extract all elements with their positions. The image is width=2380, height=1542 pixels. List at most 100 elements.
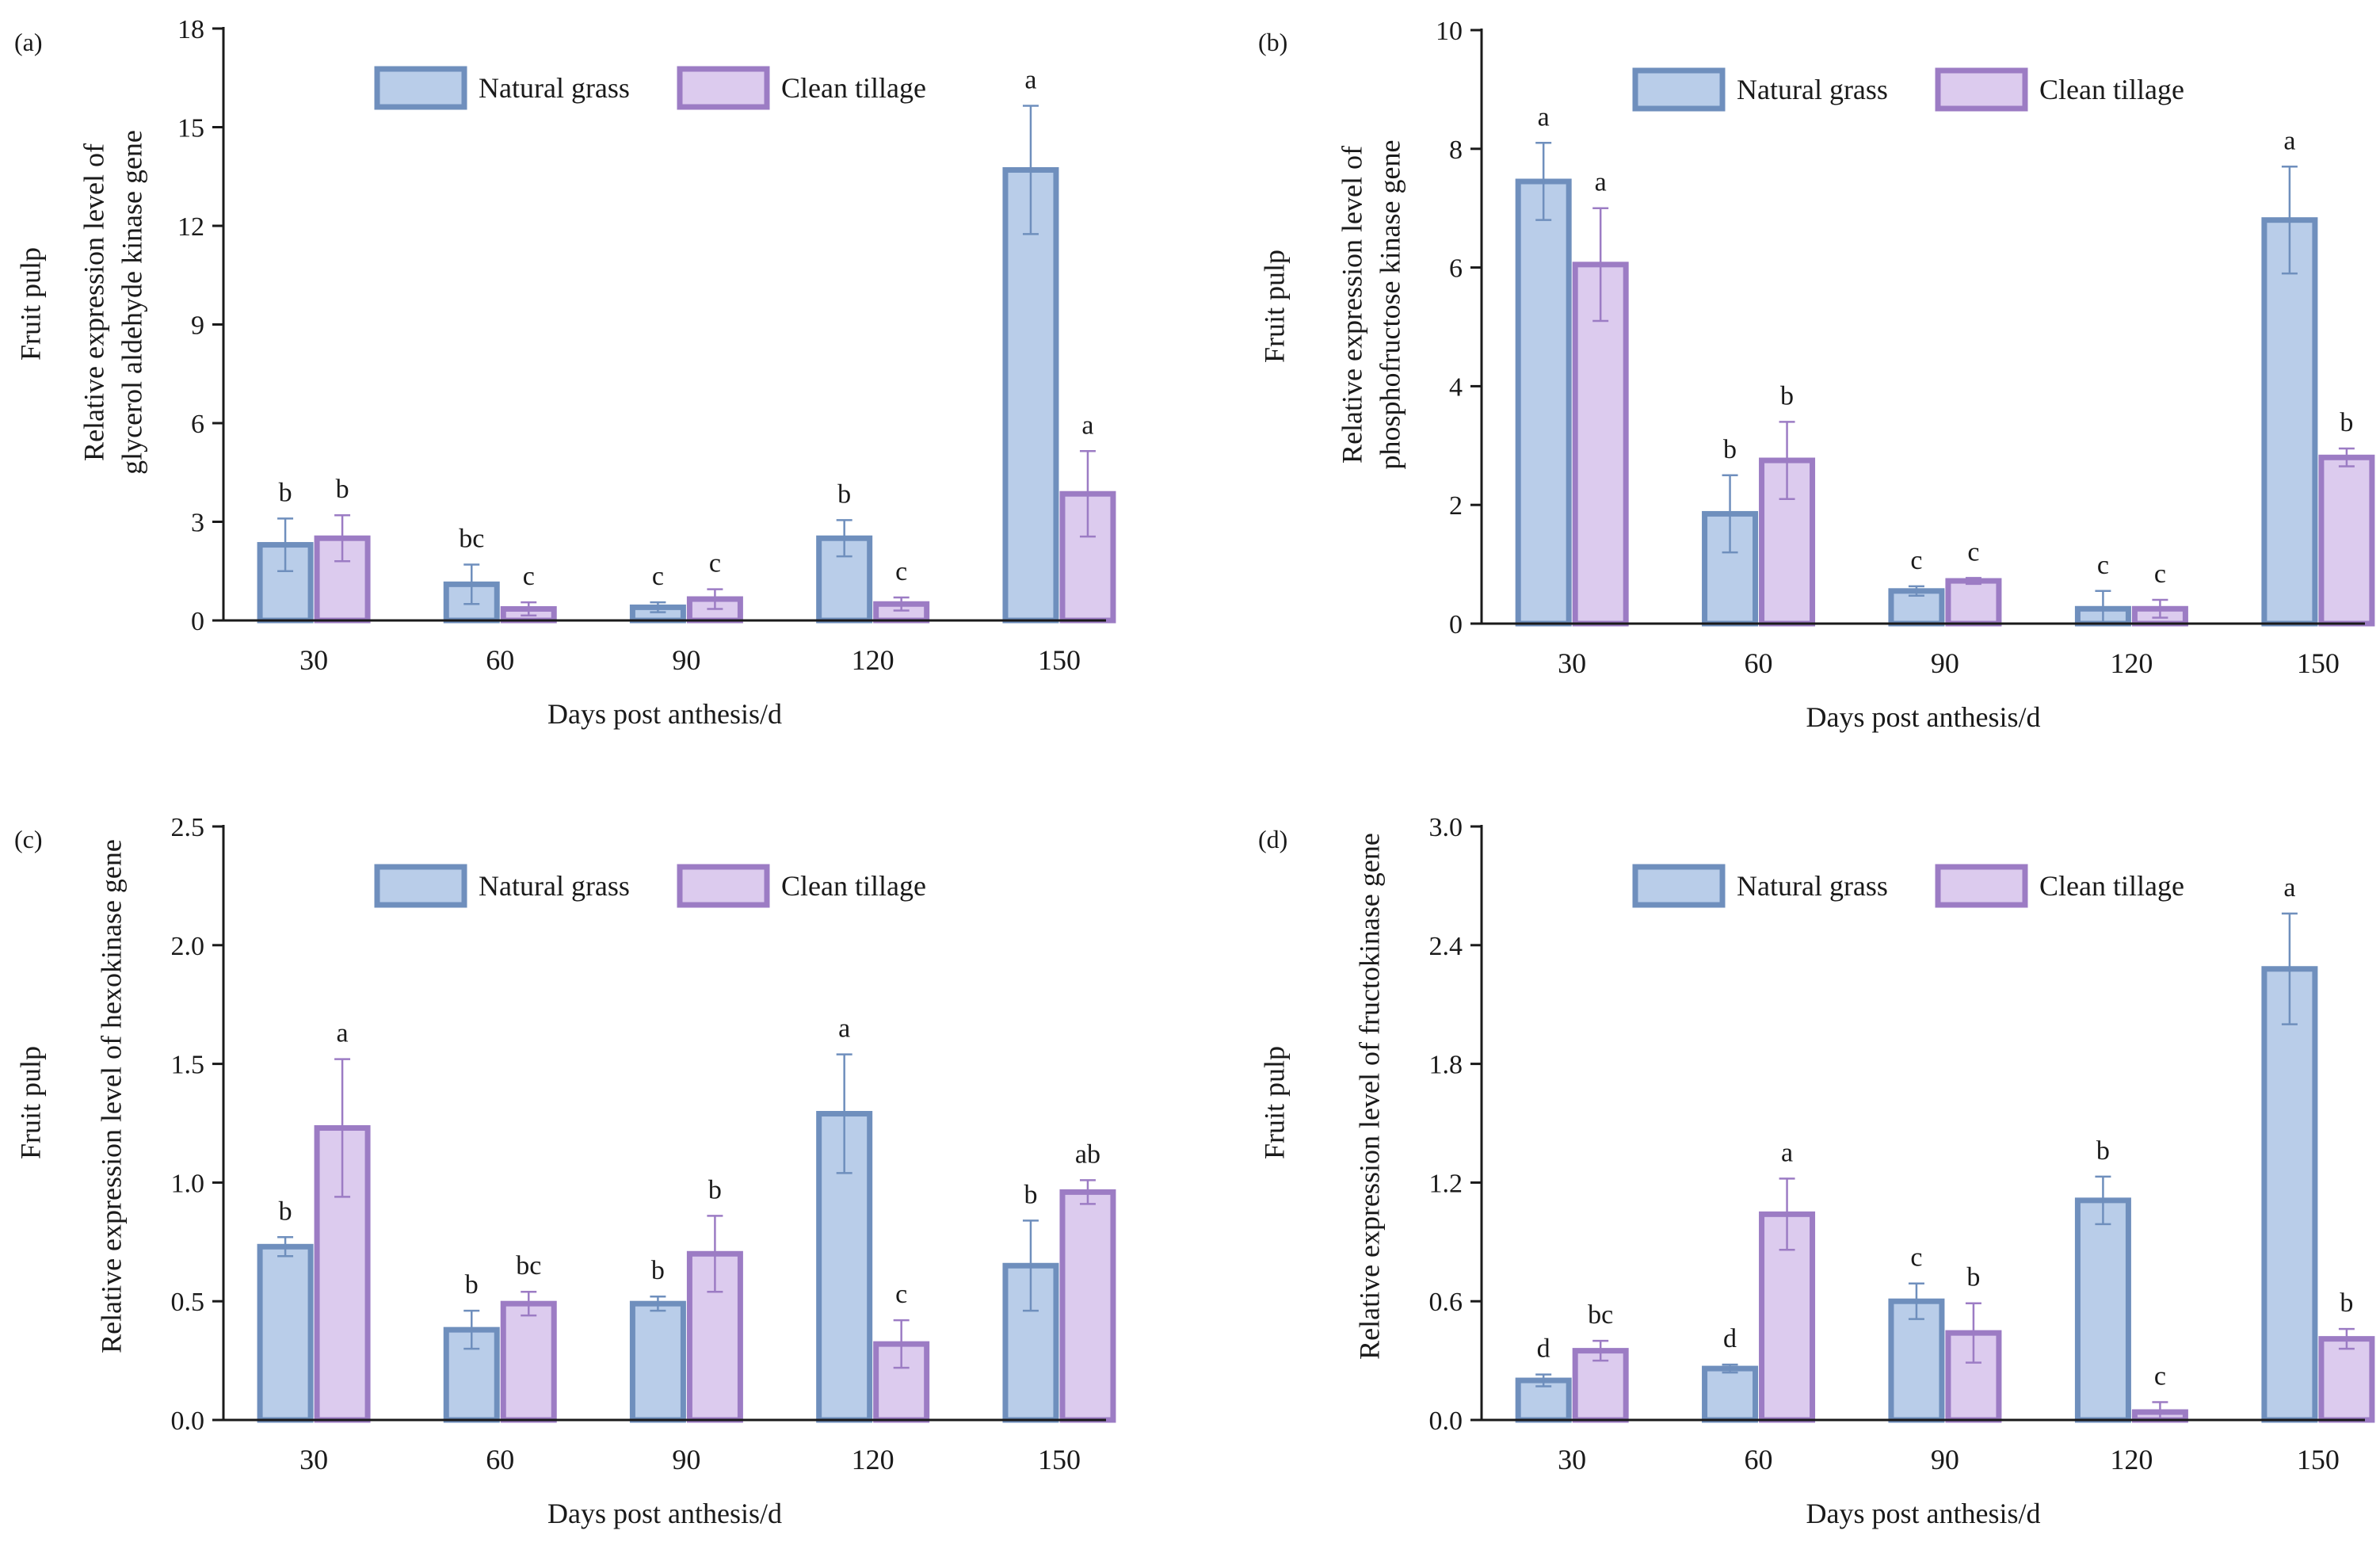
significance-letter: b xyxy=(2340,1288,2353,1318)
x-tick-label: 150 xyxy=(1038,1444,1081,1475)
x-axis-title: Days post anthesis/d xyxy=(547,1498,782,1529)
legend: Natural grass Clean tillage xyxy=(374,864,926,908)
bar-natural-grass xyxy=(2261,217,2318,627)
y-tick-label: 8 xyxy=(1449,135,1463,165)
y-tick-label: 2.0 xyxy=(171,932,205,961)
y-axis-title: Relative expression level of fructokinas… xyxy=(1353,833,1385,1360)
bar-clean-tillage xyxy=(1945,578,2002,627)
bar-natural-grass xyxy=(257,1243,314,1423)
significance-letter: c xyxy=(1910,546,1922,575)
x-tick-label: 90 xyxy=(1931,1444,1959,1475)
significance-letter: bc xyxy=(1588,1300,1613,1330)
y-tick-label: 3 xyxy=(191,509,204,538)
y-tick-label: 0.0 xyxy=(1429,1407,1463,1436)
chart-panel-4: (d) Fruit pulp Relative expression level o… xyxy=(1258,813,2375,1529)
x-tick-label: 90 xyxy=(672,1444,700,1475)
panel-label: (d) xyxy=(1258,825,1287,853)
x-tick-label: 150 xyxy=(2297,647,2340,679)
significance-letter: c xyxy=(2154,559,2166,589)
significance-letter: b xyxy=(1024,1180,1037,1209)
y-tick-label: 1.8 xyxy=(1429,1051,1463,1080)
y-tick-label: 4 xyxy=(1449,372,1463,402)
bar-natural-grass xyxy=(1515,178,1572,627)
significance-letter: c xyxy=(2154,1362,2166,1391)
significance-letter: c xyxy=(895,557,907,586)
significance-letter: c xyxy=(1910,1243,1922,1273)
significance-letter: a xyxy=(1595,168,1607,197)
x-tick-label: 60 xyxy=(1745,1444,1773,1475)
significance-letter: b xyxy=(1780,381,1794,410)
significance-letter: b xyxy=(837,479,851,509)
panel-label: (c) xyxy=(14,825,43,853)
legend-clean-tillage-label: Clean tillage xyxy=(781,870,926,902)
x-tick-label: 30 xyxy=(1558,1444,1586,1475)
x-tick-label: 60 xyxy=(486,1444,514,1475)
y-tick-label: 0 xyxy=(191,607,204,636)
x-axis-title: Days post anthesis/d xyxy=(1806,701,2041,733)
bar-natural-grass xyxy=(1702,1365,1759,1423)
x-tick-label: 120 xyxy=(852,644,894,676)
bar-natural-grass xyxy=(2261,966,2318,1423)
significance-letter: b xyxy=(1723,435,1737,464)
side-label: Fruit pulp xyxy=(1258,1046,1290,1159)
y-tick-label: 0.5 xyxy=(171,1288,205,1317)
legend-clean-tillage-label: Clean tillage xyxy=(2039,870,2184,902)
panel-label: (a) xyxy=(14,28,43,56)
x-tick-label: 60 xyxy=(486,644,514,676)
significance-letter: d xyxy=(1723,1324,1737,1353)
y-axis-title: Relative expression level of hexokinase … xyxy=(95,839,127,1353)
significance-letter: a xyxy=(1781,1138,1793,1167)
significance-letter: a xyxy=(1024,66,1036,95)
legend: Natural grass Clean tillage xyxy=(1632,864,2184,908)
x-tick-label: 60 xyxy=(1745,647,1773,679)
x-tick-label: 120 xyxy=(2110,647,2153,679)
legend-clean-tillage-swatch xyxy=(677,864,770,908)
bar-natural-grass xyxy=(2074,1197,2131,1423)
significance-letter: c xyxy=(2097,551,2109,580)
bar-clean-tillage xyxy=(2318,454,2375,627)
y-tick-label: 0.0 xyxy=(171,1407,205,1436)
significance-letter: b xyxy=(1966,1263,1980,1292)
y-tick-label: 6 xyxy=(1449,254,1463,284)
x-tick-label: 30 xyxy=(1558,647,1586,679)
significance-letter: b xyxy=(2096,1136,2110,1166)
significance-letter: b xyxy=(2340,408,2353,437)
significance-letter: a xyxy=(2283,873,2295,903)
significance-letter: a xyxy=(1081,410,1093,440)
significance-letter: c xyxy=(1967,537,1979,567)
y-tick-label: 3.0 xyxy=(1429,813,1463,842)
significance-letter: a xyxy=(2283,126,2295,155)
side-label: Fruit pulp xyxy=(1258,250,1290,363)
legend-natural-grass-swatch xyxy=(374,66,467,110)
legend: Natural grass Clean tillage xyxy=(374,66,926,110)
significance-letter: b xyxy=(708,1175,722,1204)
significance-letter: b xyxy=(651,1256,665,1285)
legend-clean-tillage-label: Clean tillage xyxy=(781,72,926,104)
x-tick-label: 120 xyxy=(2110,1444,2153,1475)
bar-natural-grass xyxy=(1002,166,1059,624)
legend-clean-tillage-swatch xyxy=(677,66,770,110)
significance-letter: ab xyxy=(1075,1139,1100,1169)
significance-letter: b xyxy=(279,1197,292,1226)
x-tick-label: 90 xyxy=(1931,647,1959,679)
bar-clean-tillage xyxy=(2318,1336,2375,1423)
significance-letter: a xyxy=(838,1014,850,1044)
x-axis-title: Days post anthesis/d xyxy=(1806,1498,2041,1529)
legend: Natural grass Clean tillage xyxy=(1632,67,2184,112)
y-axis-title: Relative expression level of xyxy=(78,143,109,461)
x-tick-label: 150 xyxy=(1038,644,1081,676)
side-label: Fruit pulp xyxy=(14,1046,46,1159)
y-tick-label: 1.2 xyxy=(1429,1169,1463,1198)
y-axis-title: glycerol aldehyde kinase gene xyxy=(116,130,147,475)
significance-letter: b xyxy=(279,478,292,507)
significance-letter: a xyxy=(1538,102,1550,132)
side-label: Fruit pulp xyxy=(14,247,46,361)
bar-clean-tillage xyxy=(500,1300,557,1423)
chart-panel-1: (a) Fruit pulp Relative expression level o… xyxy=(14,15,1116,730)
y-axis-title: phosphofructose kinase gene xyxy=(1374,140,1405,470)
x-tick-label: 90 xyxy=(672,644,700,676)
x-tick-label: 30 xyxy=(299,1444,328,1475)
y-tick-label: 15 xyxy=(177,114,204,143)
significance-letter: c xyxy=(652,562,664,591)
